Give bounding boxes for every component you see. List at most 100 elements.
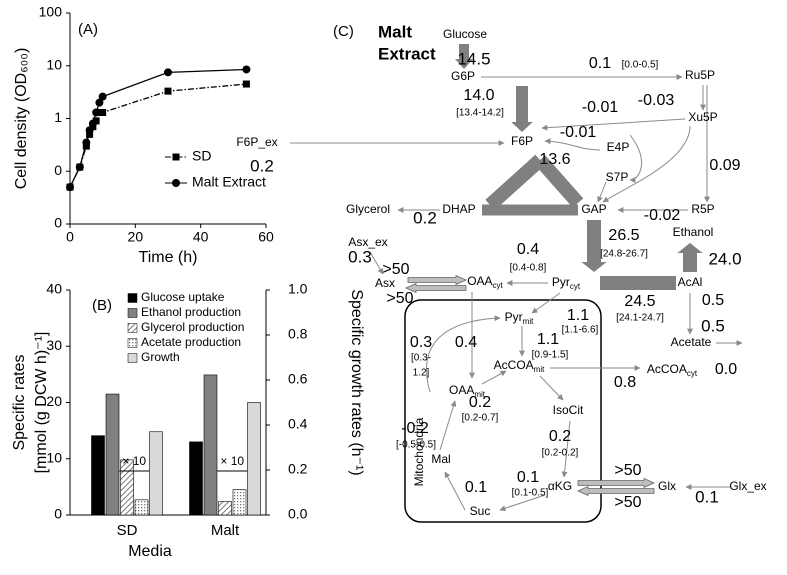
marker [88, 119, 97, 128]
panel-b: 0 10 20 30 40 0.0 0.2 0.4 0.6 0.8 1.0 (B) Media Speci… [11, 281, 365, 561]
flux-arrow [577, 477, 655, 489]
metabolite: AcCOAcyt [647, 362, 698, 378]
y2-tick-label: 0.2 [288, 461, 308, 477]
bar [203, 374, 218, 516]
marker [172, 153, 180, 161]
flux-arrow [405, 282, 467, 294]
metabolite: GAP [581, 202, 606, 216]
flux-value: >50 [614, 494, 641, 511]
bar [149, 431, 163, 516]
flux-arrow [677, 243, 703, 272]
flux-value: 0.1 [589, 55, 611, 72]
legend-label: Ethanol production [141, 305, 241, 319]
flux-arrow [581, 220, 607, 272]
metabolite: Xu5P [688, 110, 717, 124]
marker [242, 80, 250, 88]
metabolite-name: OAA [449, 383, 474, 397]
marker [75, 163, 84, 172]
metabolite-name: F6P_ex [236, 135, 277, 149]
flux-value: 0.5 [702, 292, 724, 309]
x-tick-label: 0 [66, 229, 74, 245]
mitochondria-box [404, 299, 602, 523]
x-tick-label: Malt [211, 522, 240, 539]
legend-swatch [127, 323, 138, 333]
flux-value: 26.5 [608, 227, 639, 244]
panel-label: (C) [333, 23, 354, 40]
flux-value: 0.2 [549, 428, 571, 445]
flux-range: [0.3- [411, 353, 431, 364]
flux-range: [0.4-0.8] [510, 263, 547, 274]
flux-value: 0.4 [455, 334, 477, 351]
diagram-title: Extract [378, 44, 436, 63]
metabolite-name: Xu5P [688, 110, 717, 124]
marker [92, 108, 101, 117]
metabolite-compartment: cyt [687, 369, 698, 378]
flux-value: 0.3 [348, 247, 372, 266]
flux-arrow [577, 485, 655, 497]
flux-arrow [597, 181, 607, 203]
legend-label: Glycerol production [141, 320, 244, 334]
metabolite: OAAmit [449, 383, 486, 399]
metabolite-name: R5P [691, 202, 714, 216]
marker [92, 117, 100, 125]
y-tick-label: 100 [39, 4, 63, 20]
metabolite-name: IsoCit [553, 403, 584, 417]
metabolite-name: GAP [581, 202, 606, 216]
y2-tick-label: 0.8 [288, 326, 308, 342]
metabolite-name: Glx [658, 479, 676, 493]
marker [164, 68, 172, 77]
flux-value: 0.1 [517, 469, 539, 486]
y2-tick-label: 1.0 [288, 281, 308, 297]
metabolite: AcCOAmit [494, 358, 545, 374]
flux-value: -0.02 [644, 207, 681, 224]
metabolite-name: F6P [511, 134, 533, 148]
bar [247, 402, 261, 516]
metabolite-compartment: mit [474, 390, 485, 399]
flux-value: -0.03 [638, 92, 675, 109]
metabolite-name: Mal [431, 452, 450, 466]
y-tick-label: 30 [46, 337, 62, 353]
metabolite-name: G6P [451, 69, 475, 83]
flux-range: [0.2-0.2] [542, 448, 579, 459]
panel-label: (B) [92, 297, 112, 314]
marker [85, 126, 94, 135]
marker [242, 65, 251, 74]
flux-value: 0.5 [701, 316, 725, 335]
metabolite-name: Glycerol [346, 202, 390, 216]
metabolite-compartment: mit [534, 365, 545, 374]
flux-value: 1.1 [567, 307, 589, 324]
flux-arrow [561, 420, 571, 478]
legend-swatch [127, 293, 138, 303]
flux-value: -0.2 [401, 420, 429, 437]
flux-arrow [531, 292, 561, 314]
flux-value: >50 [614, 462, 641, 479]
marker [164, 87, 172, 95]
legend-label: Acetate production [141, 335, 241, 349]
legend-label: Glucose uptake [141, 290, 225, 304]
flux-range: [1.1-6.6] [562, 325, 599, 336]
flux-value: 0.09 [709, 157, 740, 174]
flux-arrow [534, 155, 584, 208]
flux-arrow [544, 138, 601, 151]
metabolite-name: AcCOA [647, 362, 687, 376]
metabolite: Glycerol [346, 202, 390, 216]
metabolite-compartment: cyt [570, 282, 581, 291]
x-tick-label: 60 [258, 229, 274, 245]
metabolite: F6P [511, 134, 533, 148]
flux-arrow [439, 400, 457, 451]
flux-value: 14.0 [463, 87, 494, 104]
metabolite: Pyrcyt [552, 275, 581, 291]
y-tick-label: 0 [54, 162, 62, 178]
x-tick-label: SD [117, 522, 138, 539]
series-line [69, 83, 247, 188]
legend-label: Malt Extract [192, 174, 266, 190]
flux-value: 0.1 [465, 479, 487, 496]
metabolite: Acetate [671, 335, 712, 349]
legend-swatch [127, 308, 138, 318]
y-tick-label: 0 [54, 506, 62, 522]
metabolite: F6P_ex [236, 135, 277, 149]
metabolite-name: Pyr [505, 310, 523, 324]
metabolite-name: S7P [606, 170, 629, 184]
flux-range: [0.9-1.5] [532, 350, 569, 361]
